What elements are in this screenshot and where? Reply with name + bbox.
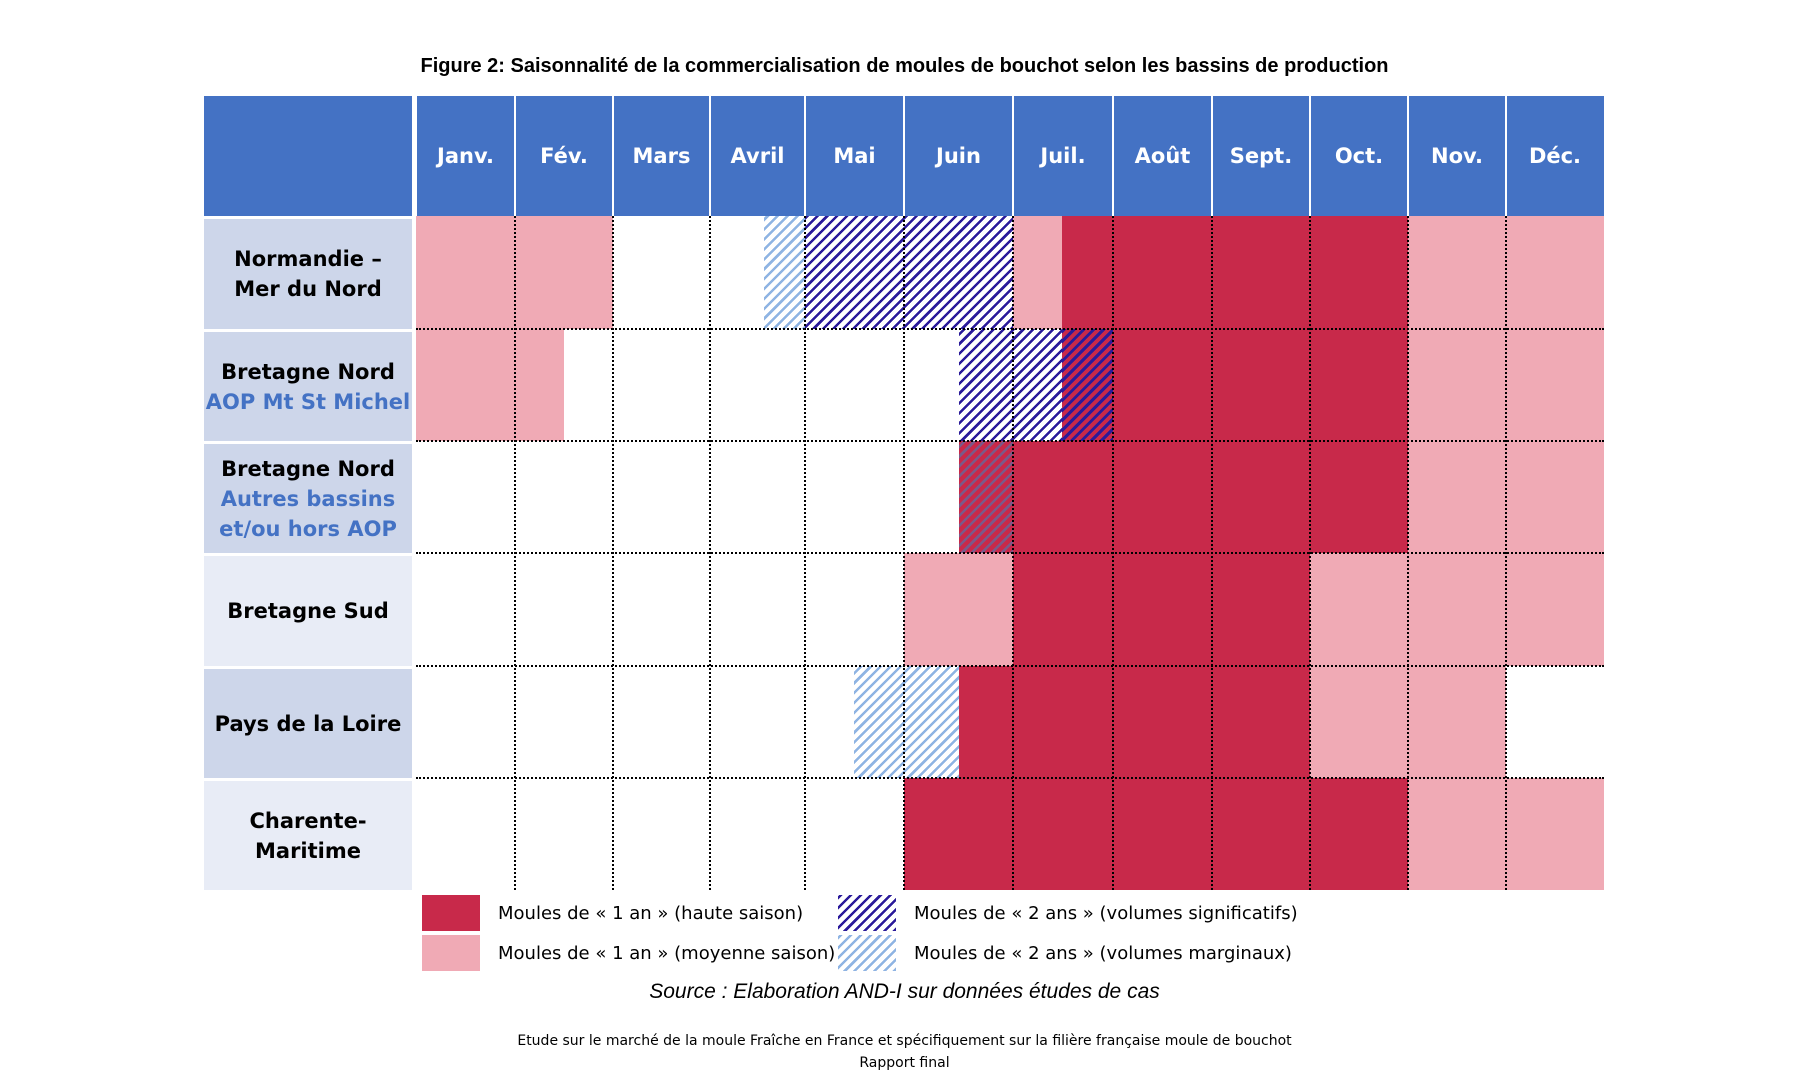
legend-swatch-high bbox=[422, 895, 480, 931]
row-label: Normandie – Mer du Nord bbox=[204, 219, 412, 329]
legend-label-marg: Moules de « 2 ans » (volumes marginaux) bbox=[914, 942, 1292, 964]
row-label-main: Bretagne Nord bbox=[221, 456, 395, 481]
header-separator bbox=[415, 96, 417, 216]
season-cell bbox=[959, 666, 1310, 778]
header-separator bbox=[1211, 96, 1213, 216]
figure-title: Figure 2: Saisonnalité de la commerciali… bbox=[420, 55, 1389, 77]
header-separator bbox=[1407, 96, 1409, 216]
row-label-main: Normandie – Mer du Nord bbox=[234, 247, 382, 301]
season-cell bbox=[904, 553, 1013, 666]
footer-line-1: Etude sur le marché de la moule Fraîche … bbox=[517, 1033, 1292, 1049]
season-cell bbox=[1062, 329, 1113, 441]
row-label: Bretagne Nord Autres bassins et/ou hors A… bbox=[204, 444, 412, 553]
season-cell bbox=[1062, 216, 1408, 329]
season-cell bbox=[1310, 553, 1604, 666]
header-separator bbox=[1309, 96, 1311, 216]
season-cell bbox=[959, 441, 1013, 553]
season-cell bbox=[1013, 441, 1408, 553]
month-header: Oct. bbox=[1310, 96, 1408, 216]
row-label: Bretagne Sud bbox=[204, 556, 412, 666]
month-header: Juin bbox=[904, 96, 1013, 216]
header-separator bbox=[709, 96, 711, 216]
legend-swatch-mid bbox=[422, 935, 480, 971]
header-separator bbox=[1112, 96, 1114, 216]
season-cell bbox=[854, 666, 959, 778]
legend-item-sig: Moules de « 2 ans » (volumes significati… bbox=[838, 895, 1298, 931]
header-separator bbox=[612, 96, 614, 216]
season-cell bbox=[764, 216, 805, 329]
legend-label-sig: Moules de « 2 ans » (volumes significati… bbox=[914, 902, 1298, 924]
row-label-main: Pays de la Loire bbox=[214, 711, 402, 736]
source-note: Source : Elaboration AND-I sur données é… bbox=[649, 980, 1160, 1003]
legend-item-marg: Moules de « 2 ans » (volumes marginaux) bbox=[838, 935, 1292, 971]
month-header: Déc. bbox=[1506, 96, 1604, 216]
legend-item-mid: Moules de « 1 an » (moyenne saison) bbox=[422, 935, 835, 971]
season-cell bbox=[1113, 329, 1408, 441]
month-header: Sept. bbox=[1212, 96, 1310, 216]
month-header: Mars bbox=[613, 96, 710, 216]
season-cell bbox=[805, 216, 1013, 329]
legend-swatch-sig bbox=[838, 895, 896, 931]
seasonality-grid: Janv. Fév. Mars Avril Mai Juin Juil. Août Sept. O… bbox=[204, 96, 1604, 890]
row-label: Bretagne Nord AOP Mt St Michel bbox=[204, 332, 412, 441]
season-cell bbox=[416, 329, 564, 441]
row-label-main: Bretagne Sud bbox=[227, 599, 389, 623]
grid-line-horizontal bbox=[416, 777, 1604, 779]
header-separator bbox=[514, 96, 516, 216]
header-separator bbox=[903, 96, 905, 216]
row-label-main: Charente- Maritime bbox=[249, 808, 367, 863]
season-cell bbox=[1013, 553, 1310, 666]
month-header: Janv. bbox=[416, 96, 515, 216]
legend: Moules de « 1 an » (haute saison) Moules… bbox=[0, 895, 1809, 975]
grid-line-horizontal bbox=[416, 665, 1604, 667]
grid-line-horizontal bbox=[416, 552, 1604, 554]
month-header: Nov. bbox=[1408, 96, 1506, 216]
season-cell bbox=[1013, 216, 1062, 329]
legend-label-high: Moules de « 1 an » (haute saison) bbox=[498, 902, 804, 924]
row-label-sub: Autres bassins et/ou hors AOP bbox=[219, 486, 397, 541]
month-header: Avril bbox=[710, 96, 805, 216]
month-header: Mai bbox=[805, 96, 904, 216]
month-header: Juil. bbox=[1013, 96, 1113, 216]
footer-line-2: Rapport final bbox=[859, 1055, 950, 1071]
season-cell bbox=[904, 778, 1408, 890]
header-separator bbox=[1012, 96, 1014, 216]
header-corner bbox=[204, 96, 412, 216]
legend-item-high: Moules de « 1 an » (haute saison) bbox=[422, 895, 803, 931]
row-label-sub: AOP Mt St Michel bbox=[205, 389, 411, 414]
row-label: Charente- Maritime bbox=[204, 781, 412, 890]
header-separator bbox=[1505, 96, 1507, 216]
grid-line-horizontal bbox=[416, 440, 1604, 442]
legend-swatch-marg bbox=[838, 935, 896, 971]
row-label-main: Bretagne Nord bbox=[221, 359, 395, 384]
month-header: Fév. bbox=[515, 96, 613, 216]
legend-label-mid: Moules de « 1 an » (moyenne saison) bbox=[498, 942, 836, 964]
header-separator bbox=[804, 96, 806, 216]
month-header: Août bbox=[1113, 96, 1212, 216]
row-label: Pays de la Loire bbox=[204, 669, 412, 778]
grid-line-horizontal bbox=[416, 328, 1604, 330]
season-cell bbox=[959, 329, 1062, 441]
